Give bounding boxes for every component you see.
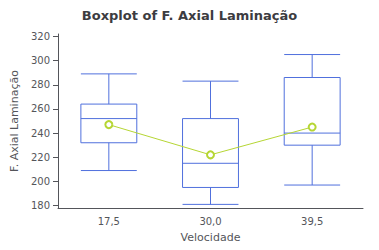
svg-text:30,0: 30,0 — [199, 216, 221, 227]
svg-text:260: 260 — [31, 103, 50, 114]
svg-text:300: 300 — [31, 55, 50, 66]
svg-text:320: 320 — [31, 31, 50, 42]
svg-text:220: 220 — [31, 152, 50, 163]
svg-text:39,5: 39,5 — [301, 216, 323, 227]
svg-text:280: 280 — [31, 79, 50, 90]
svg-text:180: 180 — [31, 200, 50, 211]
svg-text:Velocidade: Velocidade — [181, 231, 241, 244]
svg-text:F. Axial Laminação: F. Axial Laminação — [8, 70, 21, 172]
svg-text:17,5: 17,5 — [98, 216, 120, 227]
svg-text:200: 200 — [31, 176, 50, 187]
svg-text:240: 240 — [31, 128, 50, 139]
svg-text:Boxplot of F. Axial Laminação: Boxplot of F. Axial Laminação — [82, 8, 297, 23]
